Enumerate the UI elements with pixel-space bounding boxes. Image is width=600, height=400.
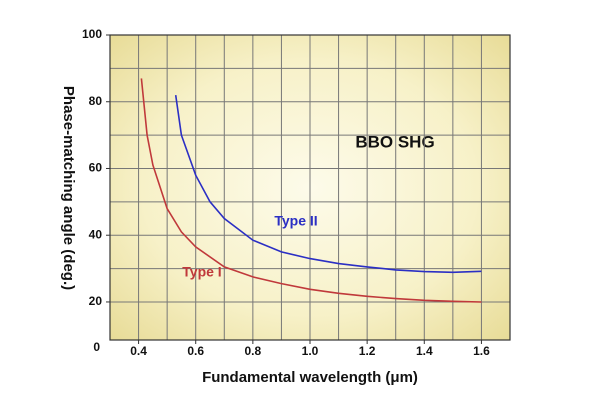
x-tick-label: 0.8 bbox=[245, 344, 262, 358]
x-tick-label: 1.2 bbox=[359, 344, 376, 358]
x-tick-label: 1.0 bbox=[302, 344, 319, 358]
origin-label: 0 bbox=[93, 340, 100, 354]
legend-label: Type I bbox=[182, 264, 221, 280]
line bbox=[174, 94, 482, 274]
y-tick-label: 80 bbox=[89, 94, 103, 108]
legend-label: Type II bbox=[274, 213, 317, 229]
x-tick-label: 1.4 bbox=[416, 344, 433, 358]
x-tick-label: 0.4 bbox=[130, 344, 147, 358]
x-axis-label: Fundamental wavelength (μm) bbox=[202, 369, 418, 386]
x-tick-label: 1.6 bbox=[473, 344, 490, 358]
annotation: BBO SHG bbox=[355, 132, 434, 151]
y-axis-label: Phase-matching angle (deg.) bbox=[60, 86, 77, 290]
y-tick-label: 20 bbox=[89, 294, 103, 308]
line bbox=[140, 78, 482, 303]
y-tick-label: 40 bbox=[89, 227, 103, 241]
x-tick-label: 0.6 bbox=[187, 344, 204, 358]
y-tick-label: 60 bbox=[89, 161, 103, 175]
y-tick-label: 100 bbox=[82, 27, 102, 41]
